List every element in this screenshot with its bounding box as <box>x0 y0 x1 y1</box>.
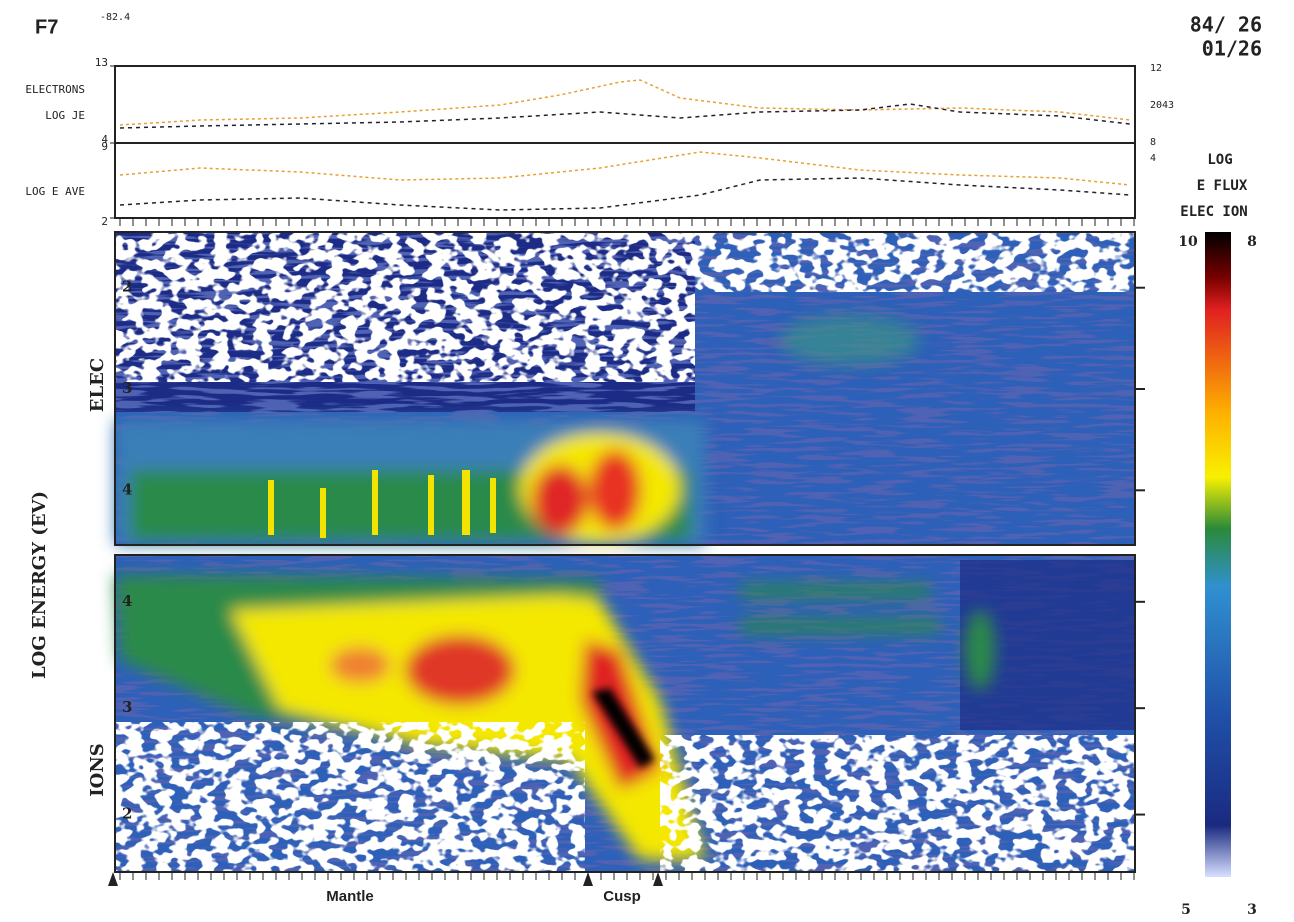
colorbar-label: 3 <box>1247 902 1257 918</box>
date: 01/26 <box>1202 37 1262 61</box>
colorbar-label: 8 <box>1247 234 1257 250</box>
marker <box>108 872 663 886</box>
axis-label: LOG ENERGY (EV) <box>29 491 50 679</box>
date: 84/ 26 <box>1190 13 1262 37</box>
y-tick-label: 3 <box>122 698 132 716</box>
trace <box>119 103 1131 129</box>
colorbar-title: ELEC ION <box>1180 204 1247 220</box>
trace <box>119 177 1131 211</box>
colorbar-title: E FLUX <box>1197 178 1248 194</box>
panel-frame <box>114 142 1136 219</box>
panel-label: ELECTRONS <box>25 83 85 96</box>
panel-label: IONS <box>87 743 108 797</box>
right-label: 4 <box>1150 153 1156 164</box>
ion-spectrogram <box>115 555 1135 872</box>
y-tick-label: 9 <box>101 140 108 153</box>
panel-label: ELEC <box>87 358 108 412</box>
colorbar <box>1205 232 1231 877</box>
panel-label: LOG E AVE <box>25 185 85 198</box>
y-tick-label: 3 <box>122 379 132 397</box>
y-tick-label: 13 <box>95 56 108 69</box>
y-tick-label: 4 <box>122 592 132 610</box>
annotation: Mantle <box>326 888 374 905</box>
y-tick-label: 2 <box>101 215 108 228</box>
colorbar-label: 5 <box>1181 902 1191 918</box>
y-tick-label: 2 <box>122 805 132 823</box>
right-label: 8 <box>1150 137 1156 148</box>
panel-frame <box>114 554 1136 873</box>
panel-label: LOG JE <box>45 109 85 122</box>
y-tick-label: 4 <box>122 480 132 498</box>
colorbar-label: 10 <box>1178 234 1198 250</box>
satellite: F7 <box>35 16 58 38</box>
right-label: 2043 <box>1150 100 1174 111</box>
panel-frame <box>114 65 1136 144</box>
y-tick-label: 4 <box>101 133 108 146</box>
trace <box>119 151 1131 186</box>
colorbar-title: LOG <box>1207 152 1232 168</box>
header-value: -82.4 <box>100 12 130 23</box>
annotation: Cusp <box>603 888 641 905</box>
right-label: 12 <box>1150 63 1162 74</box>
trace <box>119 79 1131 126</box>
y-tick-label: 2 <box>122 278 132 296</box>
electron-spectrogram <box>115 232 1135 545</box>
